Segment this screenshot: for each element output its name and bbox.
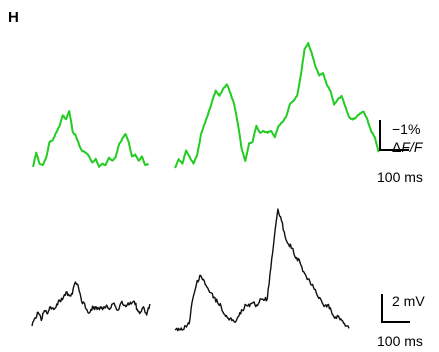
voltage-trace-segment-1	[31, 281, 151, 327]
voltage-scalebar: 2 mV 100 ms	[377, 293, 425, 349]
voltage-scalebar-lines	[381, 294, 410, 323]
fluorescence-time-label: 100 ms	[377, 169, 423, 185]
panel-label: H	[8, 9, 19, 26]
traces-group	[31, 42, 380, 332]
fluorescence-unit-f1: F	[401, 139, 411, 155]
voltage-time-label: 100 ms	[377, 333, 423, 349]
fluorescence-amp-label: −1%	[392, 121, 420, 137]
voltage-amp-label: 2 mV	[392, 293, 425, 309]
fluorescence-unit-f2: F	[414, 139, 424, 155]
fluorescence-unit-delta: Δ	[392, 139, 401, 155]
fluorescence-trace-segment-2	[174, 42, 380, 169]
fluorescence-unit-slash: /	[409, 139, 416, 155]
fluorescence-unit-label: ΔF/F	[392, 139, 424, 155]
voltage-trace-segment-2	[174, 208, 350, 332]
fluorescence-scalebar-lines	[379, 120, 409, 151]
fluorescence-trace-segment-1	[32, 110, 150, 168]
fluorescence-scalebar: −1% ΔF/F 100 ms	[377, 120, 424, 185]
